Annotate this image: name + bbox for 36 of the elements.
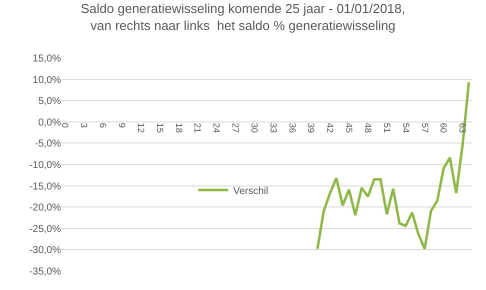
y-tick-label: -10,0% xyxy=(29,160,62,171)
y-tick-label: 0,0% xyxy=(38,117,62,128)
y-tick-label: -15,0% xyxy=(29,181,62,192)
x-tick-label: 3 xyxy=(79,122,90,128)
x-tick-label: 18 xyxy=(174,122,184,133)
x-tick-label: 21 xyxy=(192,122,203,133)
x-tick-label: 9 xyxy=(116,122,127,128)
line-series xyxy=(316,81,470,250)
y-tick-label: -25,0% xyxy=(29,224,62,235)
x-tick-label: 57 xyxy=(420,122,430,133)
x-tick-label: 27 xyxy=(230,122,241,133)
x-tick-label: 6 xyxy=(98,122,108,128)
x-tick-label: 33 xyxy=(268,122,278,133)
x-tick-label: 54 xyxy=(400,122,411,133)
y-tick-label: -30,0% xyxy=(29,245,62,256)
x-tick-label: 12 xyxy=(136,122,146,133)
x-tick-label: 48 xyxy=(362,122,373,133)
x-tick-label: 0 xyxy=(60,122,70,128)
y-tick-label: -35,0% xyxy=(29,266,62,278)
x-tick-label: 15 xyxy=(154,122,165,133)
x-tick-label: 42 xyxy=(325,122,336,133)
y-tick-label: -20,0% xyxy=(29,202,62,214)
x-tick-label: 60 xyxy=(438,122,449,133)
x-tick-label: 24 xyxy=(212,122,222,133)
x-tick-label: 39 xyxy=(306,122,316,133)
x-tick-label: 63 xyxy=(458,122,468,133)
x-tick-label: 45 xyxy=(344,122,354,133)
x-tick-label: 30 xyxy=(249,122,260,133)
y-tick-label: 5,0% xyxy=(38,96,62,108)
x-tick-label: 51 xyxy=(382,122,392,133)
y-tick-label: 15,0% xyxy=(32,54,62,64)
chart-title: Saldo generatiewisseling komende 25 jaar - 01/01/2018, van rechts naar links het saldo % generatiewisseling xyxy=(80,1,406,33)
y-tick-label: 10,0% xyxy=(32,74,62,86)
x-tick-label: 36 xyxy=(287,122,298,133)
legend-label: Verschil xyxy=(233,186,268,197)
y-tick-label: -5,0% xyxy=(34,138,62,150)
